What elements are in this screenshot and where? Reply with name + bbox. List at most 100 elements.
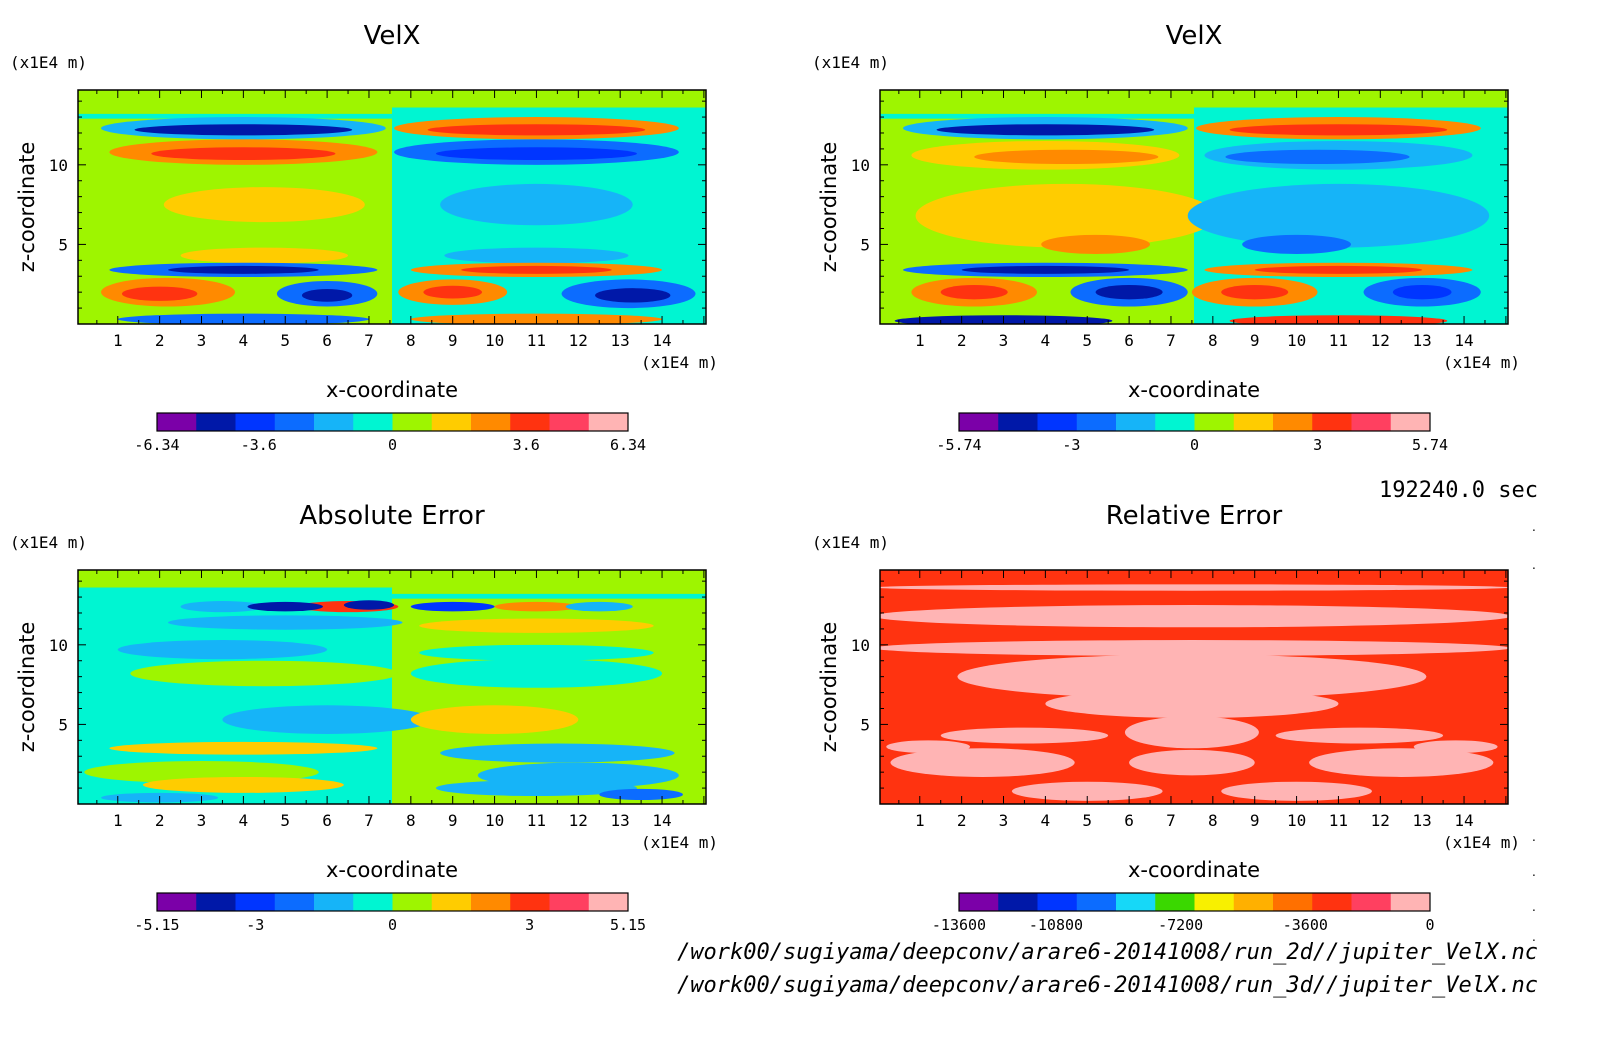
contour-blob xyxy=(1011,781,1163,801)
colorbar-segment xyxy=(235,893,276,911)
contour-blob xyxy=(599,788,683,801)
contour-blob xyxy=(142,776,344,793)
contour-blob xyxy=(940,727,1109,744)
x-tick-label: 1 xyxy=(915,811,925,830)
colorbar-segment xyxy=(998,413,1038,431)
colorbar-segment xyxy=(353,893,393,911)
colorbar-tick-label: -10800 xyxy=(1029,916,1083,934)
colorbar-tick-label: -3 xyxy=(246,916,264,934)
colorbar-segment xyxy=(1155,413,1195,431)
colorbar-segment xyxy=(549,893,590,911)
colorbar-segment xyxy=(471,413,511,431)
heatmap-field xyxy=(880,570,1508,804)
heatmap-field xyxy=(78,570,706,804)
contour-blob xyxy=(1229,124,1448,136)
colorbar-tick-label: 6.34 xyxy=(610,436,646,454)
colorbar-segment xyxy=(1116,893,1156,911)
plot-frame xyxy=(77,89,707,325)
colorbar-tick-label: 3 xyxy=(1313,436,1322,454)
x-tick-label: 1 xyxy=(113,331,123,350)
colorbar-segment xyxy=(314,893,354,911)
contour-blob xyxy=(886,740,971,754)
x-tick-label: 7 xyxy=(1166,811,1176,830)
contour-blob xyxy=(957,654,1427,699)
colorbar-segment xyxy=(392,893,433,911)
contour-blob xyxy=(890,748,1075,777)
y-unit-label: (x1E4 m) xyxy=(10,53,87,72)
colorbar-frame xyxy=(156,412,629,432)
plot-frame xyxy=(77,569,707,805)
x-unit-label: (x1E4 m) xyxy=(1443,353,1520,372)
contour-blob xyxy=(565,601,633,612)
contour-blob xyxy=(494,601,579,612)
x-tick-label: 10 xyxy=(485,331,504,350)
heatmap-field xyxy=(880,90,1508,324)
colorbar-frame xyxy=(958,892,1431,912)
x-tick-label: 11 xyxy=(527,811,546,830)
contour-blob xyxy=(961,265,1130,274)
x-tick-label: 11 xyxy=(1329,331,1348,350)
contour-blob xyxy=(1221,285,1289,300)
plot-frame xyxy=(879,89,1509,325)
x-tick-label: 12 xyxy=(1371,331,1390,350)
colorbar-tick-label: 5.74 xyxy=(1412,436,1448,454)
contour-blob xyxy=(151,147,336,161)
x-tick-label: 3 xyxy=(999,811,1009,830)
x-tick-label: 4 xyxy=(1041,811,1051,830)
x-tick-label: 14 xyxy=(1454,811,1473,830)
colorbar-segment xyxy=(1155,893,1195,911)
x-unit-label: (x1E4 m) xyxy=(1443,833,1520,852)
x-axis-label: x-coordinate xyxy=(1128,378,1260,402)
y-unit-label: (x1E4 m) xyxy=(812,533,889,552)
contour-blob xyxy=(936,124,1155,136)
x-tick-label: 13 xyxy=(1413,331,1432,350)
contour-blob xyxy=(444,247,629,264)
x-tick-label: 1 xyxy=(915,331,925,350)
time-label: 192240.0 sec xyxy=(1379,478,1538,503)
x-tick-label: 1 xyxy=(113,811,123,830)
x-tick-label: 6 xyxy=(1124,811,1134,830)
y-axis-label: z-coordinate xyxy=(15,142,39,273)
colorbar-segment xyxy=(959,893,999,911)
x-tick-label: 12 xyxy=(1371,811,1390,830)
colorbar-tick-label: 3 xyxy=(525,916,534,934)
colorbar-tick-label: 0 xyxy=(388,916,397,934)
colorbar-frame xyxy=(958,412,1431,432)
contour-blob xyxy=(1045,689,1339,719)
x-tick-label: 10 xyxy=(1287,331,1306,350)
colorbar-segment xyxy=(1037,413,1078,431)
colorbar-segment xyxy=(431,413,472,431)
x-tick-label: 2 xyxy=(155,811,165,830)
x-tick-label: 7 xyxy=(364,331,374,350)
colorbar-segment xyxy=(959,413,999,431)
contour-blob xyxy=(121,286,198,301)
colorbar-segment xyxy=(431,893,472,911)
x-axis-label: x-coordinate xyxy=(1128,858,1260,882)
panel-velx-3d: 1 2 3 4 5 6 7 8 9 10 11 12 13 14 5 10 VelX (x1E4 m) (x1E4 … xyxy=(802,0,1604,480)
colorbar-segment xyxy=(1390,893,1431,911)
band-12-9 xyxy=(78,113,706,119)
contour-blob xyxy=(1041,234,1151,254)
colorbar-segment xyxy=(1351,893,1392,911)
top-band xyxy=(78,570,706,588)
colorbar-segment xyxy=(196,413,236,431)
colorbar-segment xyxy=(1037,893,1078,911)
colorbar-segment xyxy=(1312,893,1352,911)
x-tick-label: 12 xyxy=(569,811,588,830)
contour-blob xyxy=(1187,183,1490,248)
x-tick-label: 8 xyxy=(1208,811,1218,830)
contour-blob xyxy=(461,265,612,274)
x-tick-label: 2 xyxy=(155,331,165,350)
colorbar-tick-label: -3 xyxy=(1062,436,1080,454)
contour-blob xyxy=(440,743,675,763)
x-tick-label: 3 xyxy=(999,331,1009,350)
colorbar-segment xyxy=(196,893,236,911)
colorbar-segment xyxy=(1273,413,1313,431)
x-tick-label: 4 xyxy=(1041,331,1051,350)
contour-blob xyxy=(1413,740,1498,754)
colorbar-segment xyxy=(1273,893,1313,911)
colorbar-segment xyxy=(235,413,276,431)
colorbar-segment xyxy=(392,413,433,431)
